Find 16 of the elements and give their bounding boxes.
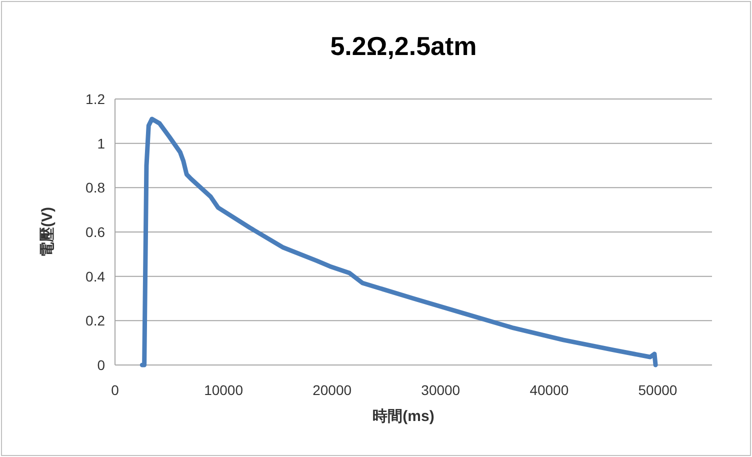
ytick: 0.2 [86,312,105,329]
xtick: 30000 [421,382,460,398]
ytick: 0.4 [86,268,105,284]
ytick: 0 [97,357,105,373]
ylabel: 電壓(V) [39,207,56,257]
xtick: 50000 [638,382,678,398]
ytick: 0.6 [86,224,105,240]
ytick: 1 [97,135,105,152]
xtick: 40000 [530,382,569,398]
title: 5.2Ω,2.5atm [330,31,477,61]
ytick: 1.2 [86,91,105,107]
xtick: 0 [111,382,119,398]
ytick: 0.8 [86,180,105,196]
xlabel: 時間(ms) [372,408,434,425]
xtick: 20000 [312,382,352,398]
xtick: 10000 [204,382,244,398]
